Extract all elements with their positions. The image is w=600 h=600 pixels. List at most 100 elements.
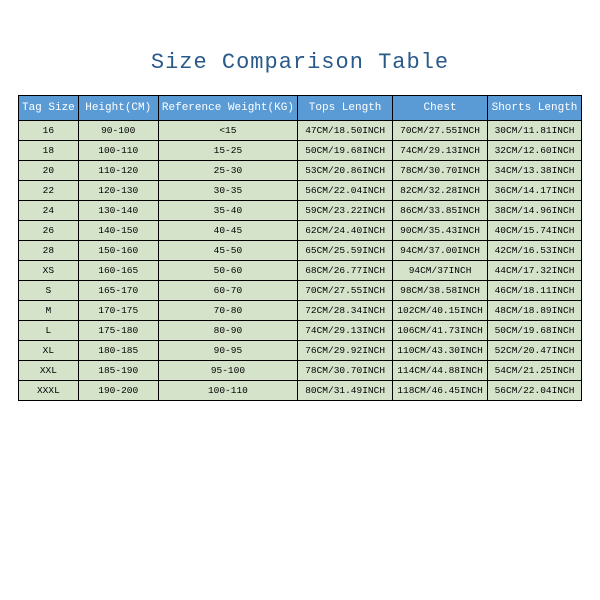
table-cell: 120-130: [78, 181, 158, 201]
table-cell: 185-190: [78, 361, 158, 381]
table-row: 22120-13030-3556CM/22.04INCH82CM/32.28IN…: [19, 181, 582, 201]
table-cell: 40CM/15.74INCH: [488, 221, 582, 241]
table-cell: 90-95: [158, 341, 297, 361]
table-row: XXXL190-200100-11080CM/31.49INCH118CM/46…: [19, 381, 582, 401]
table-cell: 70CM/27.55INCH: [393, 121, 488, 141]
table-cell: 16: [19, 121, 79, 141]
table-cell: 90CM/35.43INCH: [393, 221, 488, 241]
table-cell: 53CM/20.86INCH: [298, 161, 393, 181]
table-cell: 72CM/28.34INCH: [298, 301, 393, 321]
table-cell: 74CM/29.13INCH: [298, 321, 393, 341]
table-cell: 56CM/22.04INCH: [488, 381, 582, 401]
table-cell: 78CM/30.70INCH: [393, 161, 488, 181]
table-cell: 150-160: [78, 241, 158, 261]
table-cell: 170-175: [78, 301, 158, 321]
table-cell: 130-140: [78, 201, 158, 221]
table-cell: 46CM/18.11INCH: [488, 281, 582, 301]
table-cell: 78CM/30.70INCH: [298, 361, 393, 381]
table-cell: 26: [19, 221, 79, 241]
table-row: S165-17060-7070CM/27.55INCH98CM/38.58INC…: [19, 281, 582, 301]
table-cell: 34CM/13.38INCH: [488, 161, 582, 181]
table-cell: S: [19, 281, 79, 301]
table-cell: 50CM/19.68INCH: [488, 321, 582, 341]
table-cell: 110CM/43.30INCH: [393, 341, 488, 361]
table-cell: 82CM/32.28INCH: [393, 181, 488, 201]
table-row: L175-18080-9074CM/29.13INCH106CM/41.73IN…: [19, 321, 582, 341]
table-cell: 74CM/29.13INCH: [393, 141, 488, 161]
table-cell: 86CM/33.85INCH: [393, 201, 488, 221]
col-height: Height(CM): [78, 96, 158, 121]
page-title: Size Comparison Table: [151, 50, 449, 75]
table-row: 18100-11015-2550CM/19.68INCH74CM/29.13IN…: [19, 141, 582, 161]
table-cell: L: [19, 321, 79, 341]
table-cell: 70CM/27.55INCH: [298, 281, 393, 301]
table-cell: 100-110: [158, 381, 297, 401]
table-cell: 45-50: [158, 241, 297, 261]
table-cell: 20: [19, 161, 79, 181]
col-chest: Chest: [393, 96, 488, 121]
table-cell: 160-165: [78, 261, 158, 281]
table-row: M170-17570-8072CM/28.34INCH102CM/40.15IN…: [19, 301, 582, 321]
table-cell: 28: [19, 241, 79, 261]
table-cell: 80CM/31.49INCH: [298, 381, 393, 401]
table-cell: 47CM/18.50INCH: [298, 121, 393, 141]
table-cell: 175-180: [78, 321, 158, 341]
table-cell: 42CM/16.53INCH: [488, 241, 582, 261]
table-cell: 165-170: [78, 281, 158, 301]
table-cell: 110-120: [78, 161, 158, 181]
table-cell: 94CM/37INCH: [393, 261, 488, 281]
table-cell: 70-80: [158, 301, 297, 321]
table-cell: 40-45: [158, 221, 297, 241]
table-cell: 62CM/24.40INCH: [298, 221, 393, 241]
table-row: XXL185-19095-10078CM/30.70INCH114CM/44.8…: [19, 361, 582, 381]
col-tops: Tops Length: [298, 96, 393, 121]
table-cell: 24: [19, 201, 79, 221]
col-shorts: Shorts Length: [488, 96, 582, 121]
table-row: XS160-16550-6068CM/26.77INCH94CM/37INCH4…: [19, 261, 582, 281]
table-row: XL180-18590-9576CM/29.92INCH110CM/43.30I…: [19, 341, 582, 361]
table-cell: 35-40: [158, 201, 297, 221]
table-cell: 76CM/29.92INCH: [298, 341, 393, 361]
table-row: 24130-14035-4059CM/23.22INCH86CM/33.85IN…: [19, 201, 582, 221]
table-cell: 59CM/23.22INCH: [298, 201, 393, 221]
size-table: Tag Size Height(CM) Reference Weight(KG)…: [18, 95, 582, 401]
table-cell: 80-90: [158, 321, 297, 341]
table-cell: 22: [19, 181, 79, 201]
table-cell: 95-100: [158, 361, 297, 381]
col-weight: Reference Weight(KG): [158, 96, 297, 121]
table-cell: 65CM/25.59INCH: [298, 241, 393, 261]
table-row: 28150-16045-5065CM/25.59INCH94CM/37.00IN…: [19, 241, 582, 261]
table-cell: 25-30: [158, 161, 297, 181]
table-cell: 94CM/37.00INCH: [393, 241, 488, 261]
table-cell: XS: [19, 261, 79, 281]
table-cell: 54CM/21.25INCH: [488, 361, 582, 381]
table-cell: 190-200: [78, 381, 158, 401]
table-cell: 68CM/26.77INCH: [298, 261, 393, 281]
table-cell: 60-70: [158, 281, 297, 301]
table-cell: <15: [158, 121, 297, 141]
table-cell: 50-60: [158, 261, 297, 281]
table-cell: XL: [19, 341, 79, 361]
table-cell: 48CM/18.89INCH: [488, 301, 582, 321]
table-cell: 50CM/19.68INCH: [298, 141, 393, 161]
table-cell: 118CM/46.45INCH: [393, 381, 488, 401]
table-cell: 140-150: [78, 221, 158, 241]
table-cell: XXL: [19, 361, 79, 381]
table-cell: 180-185: [78, 341, 158, 361]
table-cell: 44CM/17.32INCH: [488, 261, 582, 281]
table-cell: 30CM/11.81INCH: [488, 121, 582, 141]
table-cell: 36CM/14.17INCH: [488, 181, 582, 201]
table-cell: XXXL: [19, 381, 79, 401]
col-tag-size: Tag Size: [19, 96, 79, 121]
table-row: 1690-100<1547CM/18.50INCH70CM/27.55INCH3…: [19, 121, 582, 141]
table-cell: 18: [19, 141, 79, 161]
table-cell: 30-35: [158, 181, 297, 201]
table-cell: 102CM/40.15INCH: [393, 301, 488, 321]
table-cell: 15-25: [158, 141, 297, 161]
table-cell: 52CM/20.47INCH: [488, 341, 582, 361]
table-cell: 106CM/41.73INCH: [393, 321, 488, 341]
table-cell: 38CM/14.96INCH: [488, 201, 582, 221]
table-cell: 32CM/12.60INCH: [488, 141, 582, 161]
table-cell: 114CM/44.88INCH: [393, 361, 488, 381]
table-cell: 90-100: [78, 121, 158, 141]
